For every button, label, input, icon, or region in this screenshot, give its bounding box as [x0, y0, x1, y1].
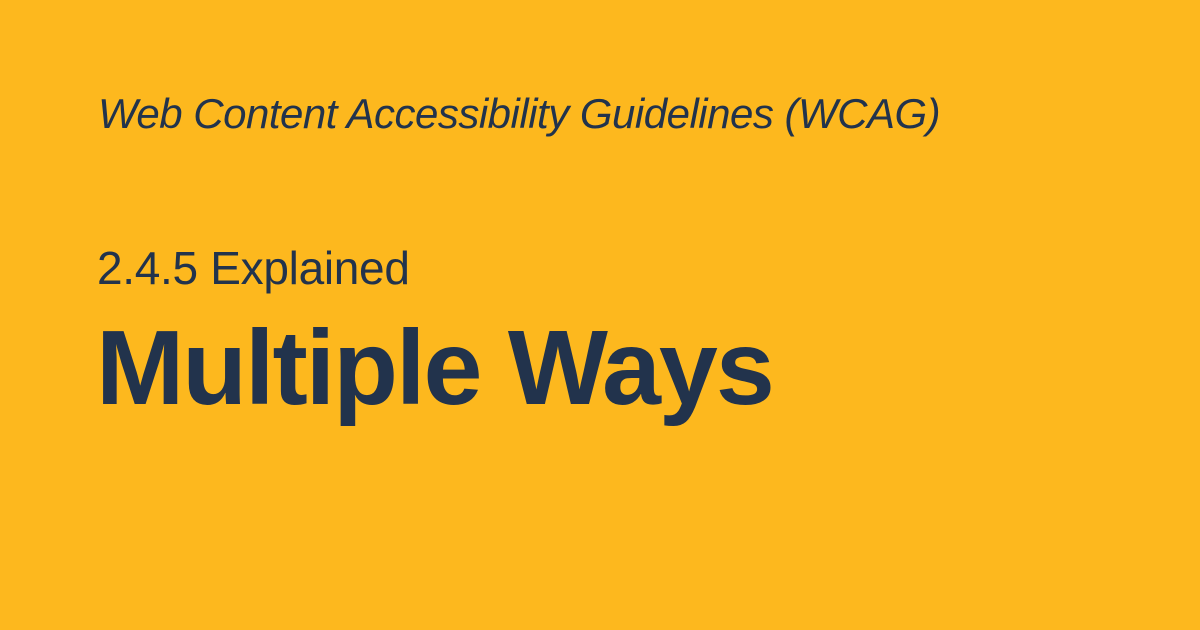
guideline-supertitle: Web Content Accessibility Guidelines (WC… — [98, 90, 941, 137]
criterion-subtitle: 2.4.5 Explained — [97, 242, 410, 294]
page-title: Multiple Ways — [96, 309, 775, 427]
